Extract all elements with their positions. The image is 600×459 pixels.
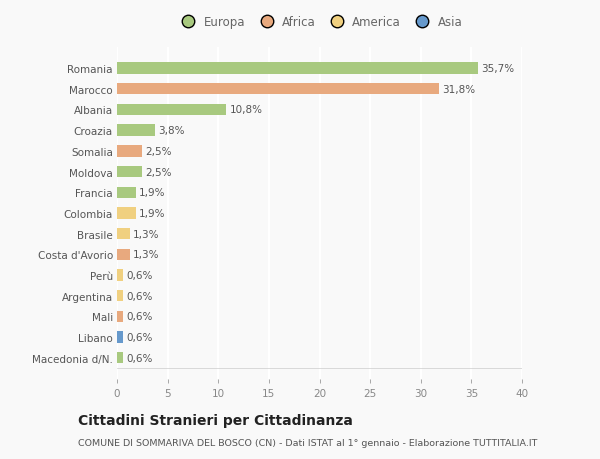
Text: 1,3%: 1,3% [133, 250, 160, 260]
Bar [117, 63, 478, 74]
Text: 2,5%: 2,5% [145, 146, 172, 157]
Bar [117, 167, 142, 178]
Text: 3,8%: 3,8% [158, 126, 185, 136]
Bar [117, 270, 123, 281]
Bar [117, 84, 439, 95]
Text: 0,6%: 0,6% [126, 332, 152, 342]
Text: 1,9%: 1,9% [139, 188, 166, 198]
Text: 0,6%: 0,6% [126, 312, 152, 322]
Bar [117, 291, 123, 302]
Text: 1,9%: 1,9% [139, 208, 166, 218]
Bar [117, 353, 123, 364]
Bar [117, 146, 142, 157]
Bar [117, 249, 130, 260]
Text: 35,7%: 35,7% [482, 64, 515, 74]
Text: 31,8%: 31,8% [442, 84, 475, 95]
Text: 0,6%: 0,6% [126, 270, 152, 280]
Text: 0,6%: 0,6% [126, 291, 152, 301]
Bar [117, 229, 130, 240]
Text: 0,6%: 0,6% [126, 353, 152, 363]
Text: Cittadini Stranieri per Cittadinanza: Cittadini Stranieri per Cittadinanza [78, 413, 353, 427]
Text: COMUNE DI SOMMARIVA DEL BOSCO (CN) - Dati ISTAT al 1° gennaio - Elaborazione TUT: COMUNE DI SOMMARIVA DEL BOSCO (CN) - Dat… [78, 438, 538, 448]
Bar [117, 208, 136, 219]
Bar [117, 105, 226, 116]
Text: 2,5%: 2,5% [145, 167, 172, 177]
Text: 10,8%: 10,8% [229, 105, 262, 115]
Text: 1,3%: 1,3% [133, 229, 160, 239]
Legend: Europa, Africa, America, Asia: Europa, Africa, America, Asia [172, 11, 467, 34]
Bar [117, 187, 136, 198]
Bar [117, 125, 155, 136]
Bar [117, 311, 123, 322]
Bar [117, 332, 123, 343]
